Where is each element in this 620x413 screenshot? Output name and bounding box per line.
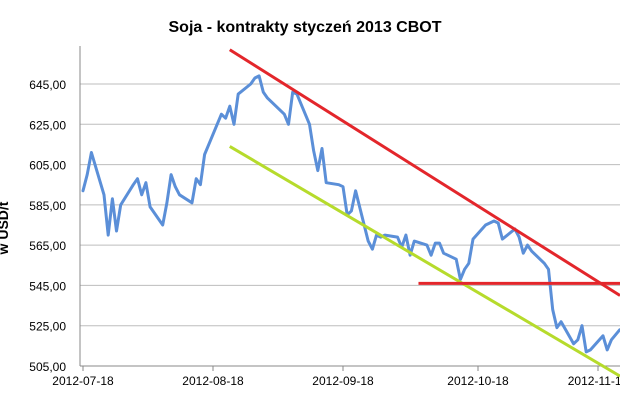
trendlines: [228, 48, 620, 378]
y-tick-label: 585,00: [29, 199, 66, 213]
y-tick-label: 525,00: [29, 320, 66, 334]
y-tick-label: 565,00: [29, 239, 66, 253]
y-tick-label: 625,00: [29, 118, 66, 132]
x-tick-label: 2012-08-18: [182, 374, 244, 388]
y-tick-labels: 505,00 525,00 545,00 565,00 585,00 605,00 625,…: [29, 78, 66, 374]
y-tick-label: 605,00: [29, 159, 66, 173]
price-series-line: [81, 74, 620, 354]
y-axis-label: w USD/t: [0, 201, 11, 255]
series-layer: [81, 74, 620, 354]
gridlines: [80, 83, 620, 327]
axes: [79, 46, 620, 367]
y-tick-label: 645,00: [29, 78, 66, 92]
x-tick-labels: 2012-07-18 2012-08-18 2012-09-18 2012-10-18…: [52, 366, 620, 388]
y-tick-label: 505,00: [29, 360, 66, 374]
y-tick-label: 545,00: [29, 279, 66, 293]
x-tick-label: 2012-09-18: [312, 374, 374, 388]
support-trendline: [229, 145, 620, 378]
resistance-trendline: [228, 48, 620, 297]
x-tick-label: 2012-11-18: [568, 374, 620, 388]
x-tick-label: 2012-07-18: [52, 374, 114, 388]
x-tick-label: 2012-10-18: [447, 374, 509, 388]
chart-title: Soja - kontrakty styczeń 2013 CBOT: [169, 19, 442, 36]
